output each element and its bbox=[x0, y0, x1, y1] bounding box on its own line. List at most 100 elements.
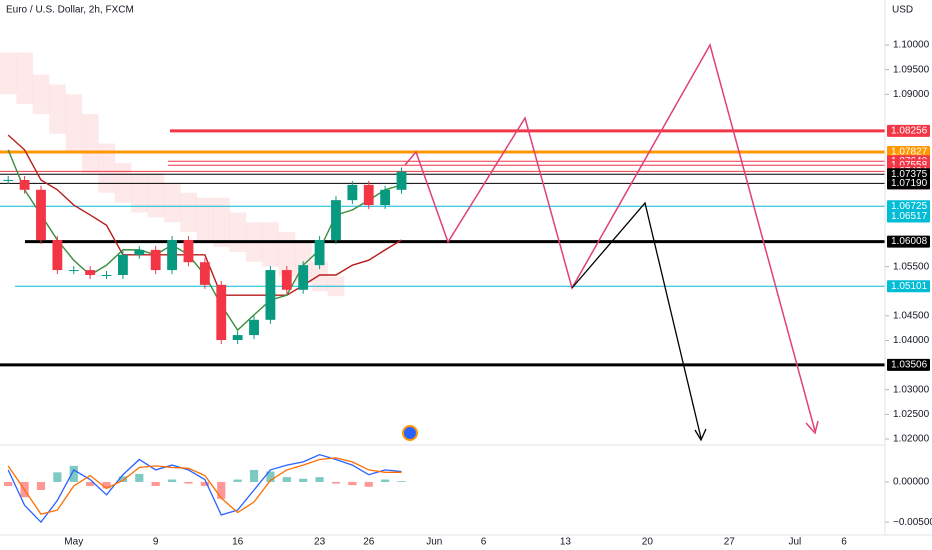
candle bbox=[380, 189, 391, 206]
histogram-bar bbox=[249, 469, 259, 482]
candle bbox=[3, 179, 14, 181]
level-label-box bbox=[887, 177, 930, 190]
candle bbox=[52, 240, 63, 271]
back-layer bbox=[0, 52, 345, 297]
histogram-bar bbox=[331, 481, 341, 484]
y-tick-label: 0.00000 bbox=[893, 477, 930, 488]
cloud-slice bbox=[229, 212, 247, 252]
candle bbox=[19, 179, 30, 190]
level-label-box bbox=[887, 280, 930, 293]
level-label-box bbox=[887, 168, 930, 181]
event-icon[interactable] bbox=[402, 425, 418, 441]
histogram-bar bbox=[184, 481, 193, 484]
x-tick-label: 6 bbox=[481, 537, 487, 548]
x-tick-label: 27 bbox=[724, 537, 736, 548]
level-label: 1.06008 bbox=[891, 236, 928, 247]
histogram-bar bbox=[135, 473, 144, 482]
candle bbox=[396, 171, 407, 190]
y-tick-label: 1.04000 bbox=[893, 335, 930, 346]
cloud-slice bbox=[311, 261, 329, 292]
cloud-slice bbox=[278, 232, 296, 277]
histogram-bar bbox=[381, 479, 390, 482]
candle bbox=[36, 189, 46, 241]
histogram-bar bbox=[36, 481, 46, 490]
cloud-slice bbox=[16, 52, 34, 105]
histogram-bar bbox=[299, 478, 308, 482]
y-tick-label: 1.09000 bbox=[893, 89, 930, 100]
chart-title: Euro / U.S. Dollar, 2h, FXCM bbox=[6, 5, 134, 16]
cloud-slice bbox=[32, 74, 50, 114]
histogram-bar bbox=[282, 477, 291, 482]
candle bbox=[331, 200, 341, 241]
candle bbox=[85, 270, 96, 275]
candle bbox=[118, 254, 128, 275]
level-label: 1.07827 bbox=[891, 147, 928, 158]
cloud-slice bbox=[262, 222, 279, 267]
level-label-box bbox=[887, 235, 930, 248]
level-label-box bbox=[887, 210, 930, 223]
level-label: 1.05101 bbox=[891, 281, 928, 292]
level-label: 1.07190 bbox=[891, 178, 928, 189]
candle bbox=[232, 335, 243, 341]
level-label-box bbox=[887, 358, 930, 371]
cloud-slice bbox=[213, 197, 230, 247]
level-label-box bbox=[887, 146, 930, 159]
x-tick-label: 6 bbox=[841, 537, 847, 548]
y-tick-label: 1.03000 bbox=[893, 384, 930, 395]
candle bbox=[347, 184, 358, 201]
candle bbox=[281, 270, 292, 290]
candle bbox=[101, 274, 112, 276]
histogram-bar bbox=[397, 481, 406, 482]
signal-line bbox=[7, 457, 402, 515]
candle bbox=[167, 240, 177, 271]
candle bbox=[134, 249, 145, 255]
y-tick-label: 1.09500 bbox=[893, 64, 930, 75]
candle bbox=[150, 249, 161, 271]
x-tick-label: 13 bbox=[560, 537, 572, 548]
pink-projection bbox=[404, 43, 816, 432]
level-label: 1.06517 bbox=[891, 211, 928, 222]
histogram-bar bbox=[348, 481, 357, 486]
y-tick-label: 1.05500 bbox=[893, 261, 930, 272]
candle bbox=[314, 240, 325, 266]
cloud-slice bbox=[196, 197, 214, 243]
level-label: 1.06725 bbox=[891, 201, 928, 212]
candle bbox=[363, 184, 374, 206]
y-tick-label: 1.04500 bbox=[893, 311, 930, 322]
level-label: 1.03506 bbox=[891, 359, 928, 370]
x-tick-label: Jul bbox=[788, 537, 801, 548]
main-layer bbox=[0, 129, 885, 524]
candle bbox=[265, 270, 276, 320]
cloud-slice bbox=[65, 94, 83, 154]
candle bbox=[298, 265, 309, 290]
y-tick-label: 1.02500 bbox=[893, 409, 930, 420]
histogram-bar bbox=[69, 465, 78, 482]
x-tick-label: 23 bbox=[314, 537, 326, 548]
y-tick-label: 1.02000 bbox=[893, 434, 930, 445]
y-tick-label: −0.00500 bbox=[893, 517, 932, 528]
x-tick-label: 20 bbox=[642, 537, 654, 548]
histogram-bar bbox=[4, 481, 13, 486]
level-label: 1.08256 bbox=[891, 126, 928, 137]
x-tick-label: 26 bbox=[363, 537, 375, 548]
y-axis-label: USD bbox=[892, 5, 913, 16]
histogram-bar bbox=[151, 481, 160, 486]
candle bbox=[68, 270, 79, 272]
histogram-bar bbox=[86, 481, 95, 486]
histogram-bar bbox=[233, 479, 242, 482]
macd-line bbox=[7, 453, 402, 524]
level-label-box bbox=[887, 200, 930, 213]
cloud-slice bbox=[81, 113, 99, 174]
histogram-bar bbox=[315, 477, 324, 482]
black-projection bbox=[571, 201, 702, 439]
axis-layer: May 9 16 23 26 Jun 6 13 20 27 Jul 6 1.10000 1.09500 1.… bbox=[64, 40, 932, 548]
histogram-bar bbox=[118, 476, 128, 482]
x-tick-label: Jun bbox=[426, 537, 442, 548]
indicator-line bbox=[7, 134, 402, 296]
candle bbox=[199, 262, 210, 285]
x-tick-label: May bbox=[64, 537, 83, 548]
histogram-bar bbox=[364, 481, 373, 487]
